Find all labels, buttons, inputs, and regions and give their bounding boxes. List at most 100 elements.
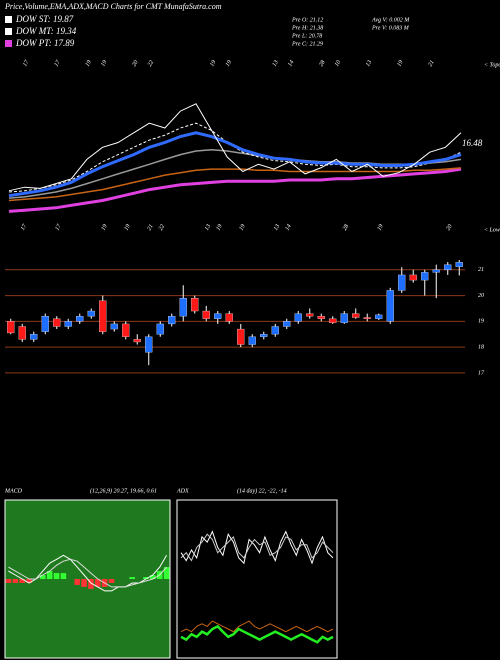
- panel-subtitle: (14 day) 22, -22, -14: [237, 487, 287, 494]
- histogram-bar: [60, 573, 67, 579]
- x-tick-label: 19: [396, 59, 404, 67]
- candle-body: [64, 321, 72, 327]
- histogram-bar: [95, 579, 101, 587]
- x-tick-label: 21: [146, 223, 154, 231]
- x-tick-label: 19: [100, 59, 108, 67]
- histogram-bar: [40, 575, 46, 579]
- histogram-bar: [46, 571, 53, 579]
- histogram-bar: [5, 579, 12, 583]
- series-line: [8, 167, 462, 202]
- candle-body: [122, 323, 130, 337]
- x-tick-label: 28: [318, 59, 326, 67]
- histogram-bar: [163, 567, 170, 579]
- candle-body: [168, 316, 176, 325]
- legend-text: DOW MT: 19.34: [15, 26, 77, 36]
- candle-body: [386, 290, 394, 322]
- series-line: [8, 103, 462, 192]
- candle-body: [156, 323, 164, 335]
- candle-body: [214, 313, 222, 319]
- candle-body: [260, 334, 268, 337]
- side-label: < Topo: [484, 62, 500, 68]
- candle-body: [145, 336, 153, 353]
- x-tick-label: 17: [20, 223, 29, 232]
- x-tick-label: 19: [85, 59, 93, 67]
- x-tick-label: 20: [131, 59, 139, 67]
- info-text: Pre H: 21.38: [291, 25, 323, 31]
- x-tick-label: 13: [272, 59, 280, 67]
- x-tick-label: 17: [54, 223, 63, 232]
- side-label: < Lower: [484, 227, 500, 233]
- y-tick-label: 21: [478, 267, 484, 273]
- volume-text: Avg V: 0.002 M: [371, 17, 410, 23]
- x-tick-label: 17: [53, 59, 62, 68]
- x-tick-label: 14: [284, 223, 293, 232]
- candle-body: [375, 314, 383, 319]
- histogram-bar: [53, 573, 60, 579]
- legend-swatch: [5, 28, 12, 35]
- legend-text: DOW PT: 17.89: [15, 38, 75, 48]
- candle-body: [340, 313, 348, 323]
- histogram-bar: [150, 575, 156, 579]
- candle-body: [191, 297, 199, 312]
- candle-body: [432, 269, 440, 273]
- x-tick-label: 19: [215, 223, 223, 231]
- y-tick-label: 17: [478, 370, 485, 376]
- info-text: Pre L: 20.78: [291, 33, 322, 39]
- y-tick-label: 19: [478, 319, 484, 325]
- candle-body: [225, 313, 233, 322]
- histogram-bar: [12, 579, 19, 583]
- candle-body: [87, 310, 95, 317]
- candle-body: [329, 318, 337, 323]
- series-line: [180, 530, 334, 565]
- candle-body: [352, 313, 360, 318]
- legend-text: DOW ST: 19.87: [15, 14, 74, 24]
- candle-body: [110, 323, 118, 330]
- volume-text: Pre V: 0.083 M: [371, 25, 410, 31]
- series-line: [8, 131, 462, 198]
- candle-body: [398, 274, 406, 291]
- x-tick-label: 13: [365, 59, 373, 67]
- candle-body: [271, 326, 279, 335]
- x-tick-label: 22: [147, 59, 155, 67]
- y-tick-label: 18: [478, 344, 484, 350]
- candle-body: [7, 321, 15, 334]
- x-tick-label: 21: [428, 59, 436, 67]
- candle-body: [455, 262, 463, 267]
- x-tick-label: 13: [204, 223, 212, 231]
- candle-body: [133, 339, 141, 343]
- candle-body: [306, 313, 314, 317]
- candle-body: [53, 318, 61, 327]
- candle-body: [41, 316, 49, 332]
- candle-body: [18, 326, 26, 340]
- info-text: Pre O: 21.12: [291, 17, 323, 23]
- candle-body: [237, 328, 245, 345]
- candle-body: [179, 297, 187, 317]
- legend-swatch: [5, 40, 12, 47]
- legend-swatch: [5, 16, 12, 23]
- histogram-bar: [26, 579, 32, 583]
- macd-line: [8, 558, 167, 588]
- page-title: Price,Volume,EMA,ADX,MACD Charts for CMT…: [4, 2, 222, 11]
- x-tick-label: 19: [238, 223, 246, 231]
- panel-title: MACD: [4, 488, 23, 494]
- x-tick-label: 19: [225, 59, 233, 67]
- x-tick-label: 19: [376, 223, 384, 231]
- histogram-bar: [19, 579, 25, 583]
- histogram-bar: [129, 577, 135, 579]
- x-tick-label: 22: [158, 223, 166, 231]
- candle-body: [363, 317, 371, 319]
- series-line: [8, 167, 462, 213]
- x-tick-label: 20: [445, 223, 453, 231]
- candle-body: [76, 316, 84, 322]
- panel-title: ADX: [176, 488, 189, 494]
- candle-body: [409, 274, 417, 281]
- candle-body: [30, 334, 38, 340]
- histogram-bar: [88, 579, 94, 589]
- info-text: Pre C: 21.29: [291, 41, 323, 47]
- x-tick-label: 14: [286, 59, 295, 68]
- candle-body: [248, 336, 256, 345]
- candle-body: [283, 321, 291, 327]
- last-label: 16.48: [462, 138, 483, 148]
- x-tick-label: 28: [342, 223, 350, 231]
